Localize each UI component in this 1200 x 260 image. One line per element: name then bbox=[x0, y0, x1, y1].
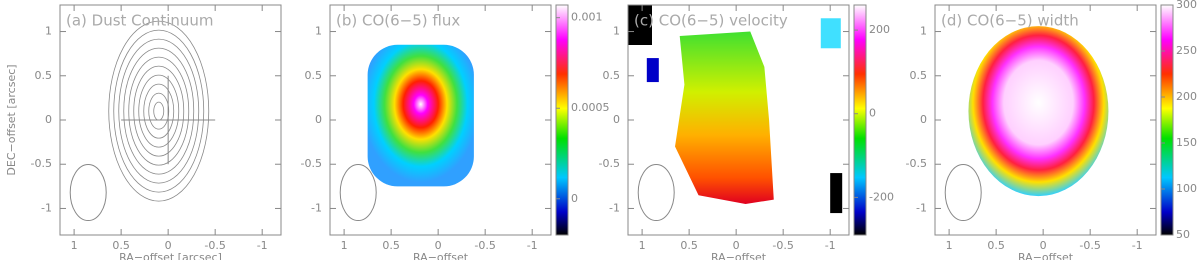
y-tick-label: 0 bbox=[45, 113, 52, 126]
x-tick-label: -1 bbox=[1132, 239, 1143, 252]
x-tick-label: 0 bbox=[1040, 239, 1047, 252]
contour bbox=[153, 101, 165, 121]
velocity-map bbox=[675, 31, 774, 205]
x-tick-label: -1 bbox=[825, 239, 836, 252]
colorbar bbox=[555, 4, 569, 236]
y-tick-label: 0.5 bbox=[305, 69, 323, 82]
x-tick-label: 1 bbox=[639, 239, 646, 252]
contour bbox=[113, 29, 205, 193]
y-tick-label: 0.5 bbox=[603, 69, 621, 82]
colorbar-tick-label: 0 bbox=[869, 107, 876, 120]
velocity-patch bbox=[646, 58, 659, 83]
x-tick-label: 0.5 bbox=[112, 239, 130, 252]
panel: 1 0.5 0 -0.5 -1 1 0.5 0 -0.5 -1 (a) Dust Continuum… bbox=[5, 4, 282, 260]
colorbar-tick-label: 0.001 bbox=[571, 11, 603, 24]
colorbar-tick-label: 50 bbox=[1176, 228, 1190, 241]
colorbar-tick-label: 100 bbox=[1176, 182, 1197, 195]
y-tick-label: -0.5 bbox=[31, 157, 52, 170]
x-tick-label: -0.5 bbox=[204, 239, 225, 252]
y-tick-label: 1 bbox=[920, 25, 927, 38]
colorbar-tick-label: -200 bbox=[869, 190, 894, 203]
beam bbox=[339, 164, 377, 222]
x-tick-label: 0 bbox=[165, 239, 172, 252]
y-tick-label: -1 bbox=[609, 201, 620, 214]
colorbar bbox=[1160, 4, 1174, 236]
y-tick-label: 1 bbox=[613, 25, 620, 38]
colorbar-tick-label: 200 bbox=[869, 23, 890, 36]
y-tick-label: 0 bbox=[920, 113, 927, 126]
y-tick-label: -0.5 bbox=[599, 157, 620, 170]
x-axis-label: RA−offset bbox=[711, 251, 767, 260]
panel-title: (d) CO(6−5) width bbox=[941, 12, 1079, 30]
contour bbox=[123, 47, 195, 175]
width-map bbox=[968, 26, 1109, 197]
panel-title: (a) Dust Continuum bbox=[66, 12, 214, 30]
x-tick-label: -0.5 bbox=[474, 239, 495, 252]
contour bbox=[128, 56, 190, 166]
x-axis-label: RA−offset bbox=[1018, 251, 1074, 260]
contour bbox=[138, 74, 180, 148]
x-tick-label: -0.5 bbox=[1079, 239, 1100, 252]
colorbar-tick-label: 300 bbox=[1176, 0, 1197, 11]
panel: 1 0.5 0 -0.5 -1 1 0.5 0 -0.5 -1 (b) CO(6−5) flux RA… bbox=[301, 4, 610, 260]
y-tick-label: -1 bbox=[916, 201, 927, 214]
x-tick-label: -0.5 bbox=[772, 239, 793, 252]
x-tick-label: 0 bbox=[435, 239, 442, 252]
panel: 1 0.5 0 -0.5 -1 1 0.5 0 -0.5 -1 (c) CO(6−5) veloci… bbox=[599, 4, 894, 260]
flux-map bbox=[367, 44, 474, 187]
y-tick-label: 0 bbox=[315, 113, 322, 126]
y-tick-label: -0.5 bbox=[301, 157, 322, 170]
x-tick-label: 1 bbox=[71, 239, 78, 252]
y-tick-label: 1 bbox=[45, 25, 52, 38]
beam bbox=[69, 164, 107, 222]
y-tick-label: -0.5 bbox=[906, 157, 927, 170]
x-tick-label: -1 bbox=[257, 239, 268, 252]
x-tick-label: 1 bbox=[946, 239, 953, 252]
colorbar-tick-label: 250 bbox=[1176, 44, 1197, 57]
y-tick-label: 0.5 bbox=[35, 69, 53, 82]
colorbar-tick-label: 0 bbox=[571, 192, 578, 205]
colorbar bbox=[853, 4, 867, 236]
x-axis-label: RA−offset bbox=[413, 251, 469, 260]
x-tick-label: 0 bbox=[733, 239, 740, 252]
contour bbox=[133, 65, 185, 157]
panel: 1 0.5 0 -0.5 -1 1 0.5 0 -0.5 -1 (d) CO(6−5) width R… bbox=[906, 0, 1197, 260]
x-axis-label: RA−offset [arcsec] bbox=[119, 251, 222, 260]
contour bbox=[148, 92, 170, 130]
velocity-patch bbox=[830, 173, 843, 214]
y-tick-label: 0.5 bbox=[910, 69, 928, 82]
y-tick-label: -1 bbox=[311, 201, 322, 214]
colorbar-tick-label: 200 bbox=[1176, 90, 1197, 103]
y-axis-label: DEC−offset [arcsec] bbox=[5, 64, 18, 175]
panel-title: (c) CO(6−5) velocity bbox=[634, 12, 788, 30]
contour bbox=[108, 20, 210, 202]
velocity-patch bbox=[628, 5, 652, 45]
y-tick-label: -1 bbox=[41, 201, 52, 214]
contour bbox=[118, 38, 200, 184]
y-tick-label: 0 bbox=[613, 113, 620, 126]
contour bbox=[143, 83, 175, 139]
x-tick-label: 1 bbox=[341, 239, 348, 252]
beam bbox=[944, 164, 982, 222]
x-tick-label: -1 bbox=[527, 239, 538, 252]
velocity-patch bbox=[820, 18, 841, 49]
colorbar-tick-label: 0.0005 bbox=[571, 101, 610, 114]
colorbar-tick-label: 150 bbox=[1176, 136, 1197, 149]
panel-title: (b) CO(6−5) flux bbox=[336, 12, 460, 30]
x-tick-label: 0.5 bbox=[680, 239, 698, 252]
y-tick-label: 1 bbox=[315, 25, 322, 38]
beam bbox=[637, 164, 675, 222]
x-tick-label: 0.5 bbox=[987, 239, 1005, 252]
x-tick-label: 0.5 bbox=[382, 239, 400, 252]
